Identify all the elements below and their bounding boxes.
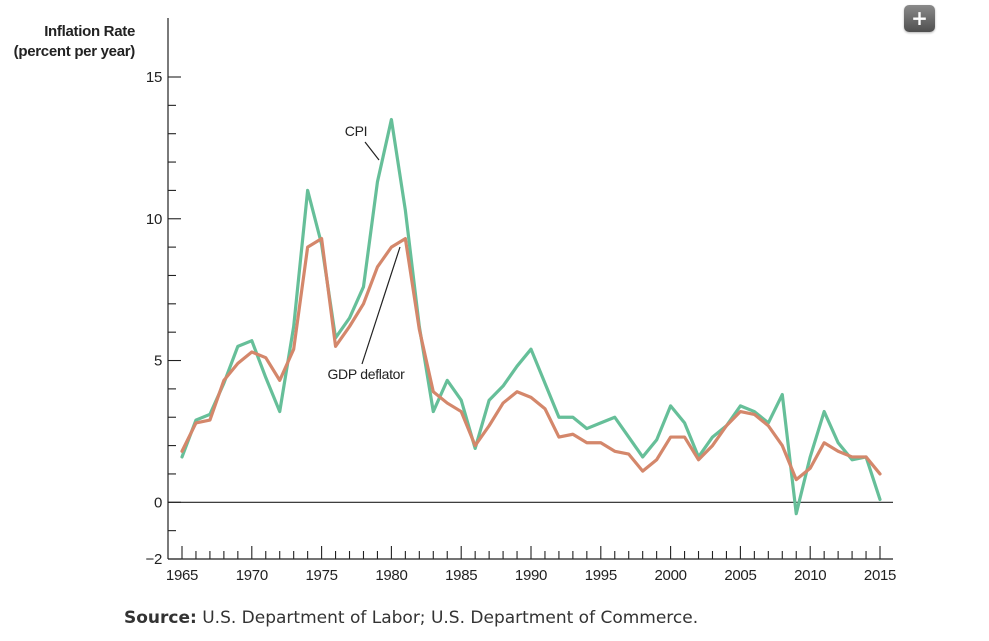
plus-icon: + xyxy=(911,5,928,30)
x-tick-label: 1975 xyxy=(306,567,338,584)
source-note: Source: U.S. Department of Labor; U.S. D… xyxy=(124,608,698,628)
x-tick-label: 2010 xyxy=(794,567,826,584)
y-tick-label: 10 xyxy=(146,211,162,228)
x-tick-label: 1980 xyxy=(375,567,407,584)
cpi-line xyxy=(180,117,882,516)
cpi-leader-line xyxy=(364,141,380,161)
data-series xyxy=(180,117,882,516)
y-tick-label: 15 xyxy=(146,69,162,86)
x-tick-label: 2005 xyxy=(724,567,756,584)
gdp-deflator-leader-line xyxy=(361,246,401,365)
expand-button[interactable]: + xyxy=(904,5,935,32)
x-tick-label: 1990 xyxy=(515,567,547,584)
tick-labels: −2 0 5 10 15 1965 1970 1975 1980 1985 1990 1995 2000… xyxy=(145,69,896,584)
x-tick-label: 1965 xyxy=(166,567,198,584)
x-tick-label: 2000 xyxy=(655,567,687,584)
y-tick-label: 0 xyxy=(154,494,162,511)
x-tick-label: 1995 xyxy=(585,567,617,584)
annotations: CPI GDP deflator xyxy=(327,123,405,382)
cpi-annotation: CPI xyxy=(345,123,367,139)
source-text: U.S. Department of Labor; U.S. Departmen… xyxy=(196,608,699,628)
axes xyxy=(167,18,893,560)
x-tick-label: 2015 xyxy=(864,567,896,584)
y-axis-title-line-1: Inflation Rate xyxy=(44,23,135,40)
tick-marks xyxy=(168,76,881,560)
gdp-deflator-line xyxy=(180,237,882,482)
y-tick-label: −2 xyxy=(145,551,162,568)
source-label: Source: xyxy=(124,608,197,628)
y-axis-title-line-2: (percent per year) xyxy=(14,43,136,60)
y-tick-label: 5 xyxy=(154,353,162,370)
x-tick-label: 1970 xyxy=(236,567,268,584)
x-tick-label: 1985 xyxy=(445,567,477,584)
gdp-deflator-annotation: GDP deflator xyxy=(327,366,405,382)
